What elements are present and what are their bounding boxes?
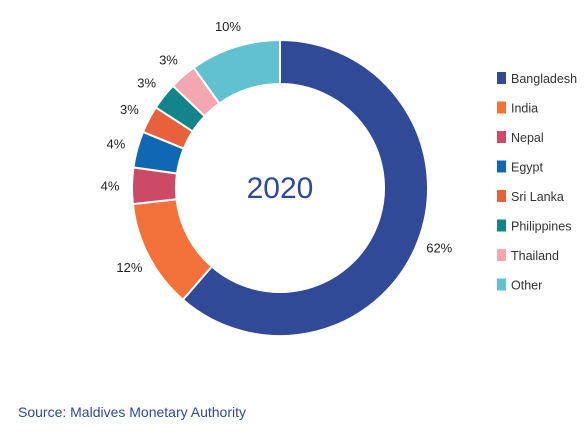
legend-label: Egypt: [511, 161, 543, 175]
value-label-nepal: 4%: [101, 178, 120, 193]
legend-label: Other: [511, 279, 542, 293]
legend-label: Thailand: [511, 249, 559, 263]
donut-slices: [131, 38, 429, 337]
source-note: Source: Maldives Monetary Authority: [18, 404, 246, 420]
legend-swatch: [497, 72, 506, 84]
legend-swatch: [497, 160, 506, 173]
value-label-sri-lanka: 3%: [120, 102, 139, 117]
value-label-egypt: 4%: [107, 137, 126, 152]
legend: Bangladesh India Nepal Egypt Sri Lanka Philip…: [497, 72, 577, 293]
legend-label: Philippines: [511, 220, 571, 234]
legend-swatch: [497, 190, 506, 202]
legend-item-philippines: Philippines: [497, 219, 571, 234]
slice-bangladesh: [181, 38, 429, 337]
legend-item-india: India: [497, 101, 538, 116]
legend-label: Sri Lanka: [511, 190, 564, 204]
legend-label: Bangladesh: [511, 72, 577, 86]
legend-item-bangladesh: Bangladesh: [497, 72, 577, 86]
value-label-philippines: 3%: [137, 76, 156, 91]
slice-other: [192, 38, 281, 105]
value-label-other: 10%: [215, 19, 241, 34]
legend-swatch: [497, 249, 506, 261]
donut-chart: 62%12%4%4%3%3%3%10% 2020 BangladeshIndia…: [101, 19, 577, 337]
legend-item-thailand: Thailand: [497, 249, 559, 263]
legend-swatch: [497, 278, 506, 291]
center-year-label: 2020: [247, 172, 314, 205]
legend-swatch: [497, 131, 506, 143]
legend-item-other: Other: [497, 278, 542, 293]
slice-labels: 62%12%4%4%3%3%3%10%: [101, 19, 453, 275]
legend-item-nepal: Nepal: [497, 131, 544, 145]
legend-swatch: [497, 101, 506, 114]
legend-item-sri-lanka: Sri Lanka: [497, 190, 564, 204]
value-label-bangladesh: 62%: [426, 241, 452, 256]
value-label-india: 12%: [116, 260, 142, 275]
legend-label: India: [511, 102, 538, 116]
legend-label: Nepal: [511, 131, 544, 145]
legend-swatch: [497, 219, 506, 232]
legend-item-egypt: Egypt: [497, 160, 543, 175]
value-label-thailand: 3%: [159, 53, 178, 68]
